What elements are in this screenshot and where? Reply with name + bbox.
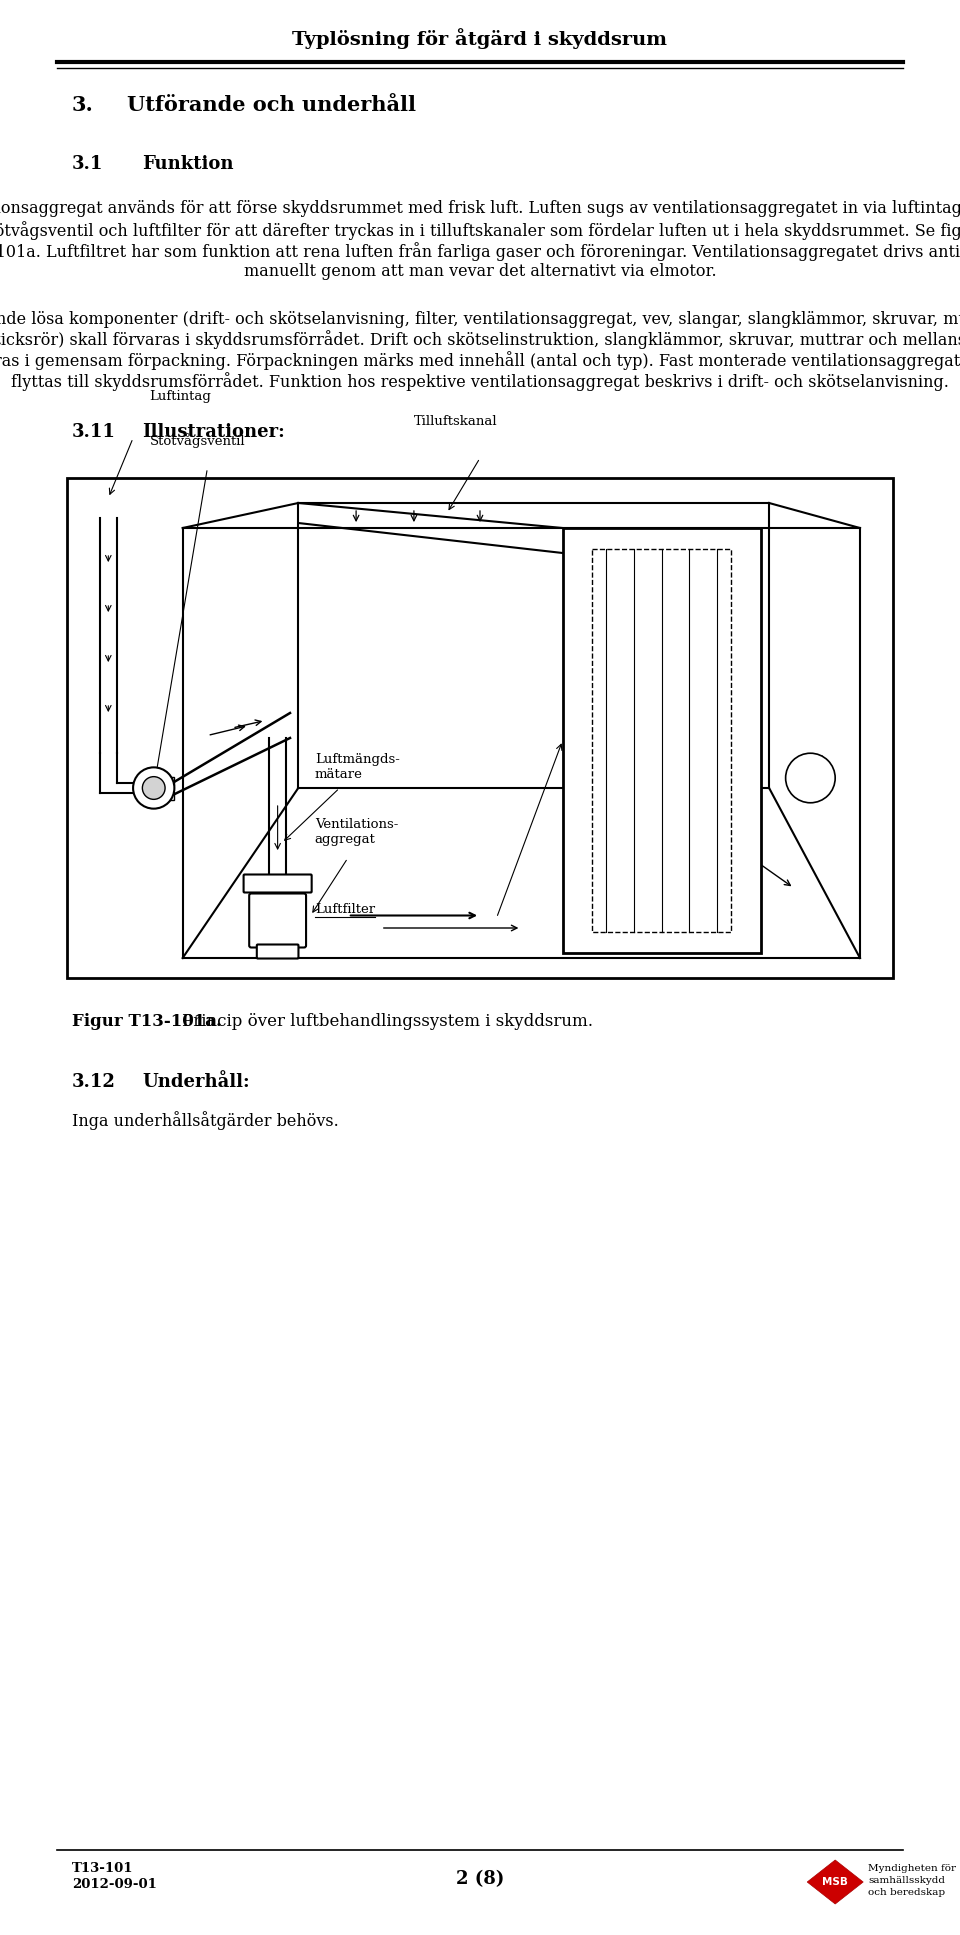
Text: Luftmängds-
mätare: Luftmängds- mätare	[315, 753, 399, 782]
Bar	[592, 550, 732, 933]
Text: Myndigheten för: Myndigheten för	[868, 1863, 956, 1873]
Text: Inga underhållsåtgärder behövs.: Inga underhållsåtgärder behövs.	[72, 1111, 339, 1130]
Text: Figur T13-101a.: Figur T13-101a.	[72, 1014, 222, 1029]
Text: Luftintag: Luftintag	[150, 391, 211, 402]
Text: flyttas till skyddsrumsförrådet. Funktion hos respektive ventilationsaggregat be: flyttas till skyddsrumsförrådet. Funktio…	[12, 372, 948, 391]
Text: samhällsskydd: samhällsskydd	[868, 1877, 946, 1885]
Bar	[166, 776, 175, 784]
Text: Ventilationsaggregat används för att förse skyddsrummet med frisk luft. Luften s: Ventilationsaggregat används för att för…	[0, 199, 960, 217]
Text: Illustrationer:: Illustrationer:	[142, 424, 285, 441]
Polygon shape	[807, 1860, 863, 1904]
Text: Funktion: Funktion	[142, 155, 233, 172]
Text: Stötvågsventil: Stötvågsventil	[150, 433, 245, 449]
Text: Typlösning för åtgärd i skyddsrum: Typlösning för åtgärd i skyddsrum	[293, 27, 667, 48]
Text: T13-101a. Luftfiltret har som funktion att rena luften från farliga gaser och fö: T13-101a. Luftfiltret har som funktion a…	[0, 242, 960, 261]
Text: Underhåll:: Underhåll:	[142, 1074, 250, 1091]
Text: Princip över luftbehandlingssystem i skyddsrum.: Princip över luftbehandlingssystem i sky…	[182, 1014, 593, 1029]
Circle shape	[133, 768, 175, 809]
Text: 3.1: 3.1	[72, 155, 104, 172]
Text: Tilluftskanal: Tilluftskanal	[414, 414, 497, 428]
Text: stötvågsventil och luftfilter för att därefter tryckas in i tilluftskanaler som : stötvågsventil och luftfilter för att dä…	[0, 221, 960, 240]
Text: Luftfilter: Luftfilter	[315, 904, 375, 915]
Text: Ingående lösa komponenter (drift- och skötselanvisning, filter, ventilationsaggr: Ingående lösa komponenter (drift- och sk…	[0, 310, 960, 327]
Text: Utförande och underhåll: Utförande och underhåll	[127, 95, 416, 114]
Text: 3.11: 3.11	[72, 424, 116, 441]
Text: 3.: 3.	[72, 95, 94, 114]
FancyBboxPatch shape	[250, 894, 306, 948]
Text: MSB: MSB	[823, 1877, 848, 1887]
Text: 3.12: 3.12	[72, 1074, 116, 1091]
Text: Ventilations-
aggregat: Ventilations- aggregat	[315, 819, 398, 846]
Circle shape	[785, 753, 835, 803]
Circle shape	[142, 776, 165, 799]
Text: manuellt genom att man vevar det alternativt via elmotor.: manuellt genom att man vevar det alterna…	[244, 263, 716, 281]
Bar	[563, 528, 761, 954]
Text: 2012-09-01: 2012-09-01	[72, 1879, 156, 1890]
Text: T13-101: T13-101	[72, 1861, 133, 1875]
FancyBboxPatch shape	[257, 944, 299, 958]
Text: och beredskap: och beredskap	[868, 1889, 946, 1896]
FancyBboxPatch shape	[244, 875, 312, 892]
Bar	[67, 478, 893, 977]
Text: mellansticksrör) skall förvaras i skyddsrumsförrådet. Drift och skötselinstrukti: mellansticksrör) skall förvaras i skydds…	[0, 331, 960, 348]
Bar	[166, 791, 175, 799]
Text: skall förvaras i gemensam förpackning. Förpackningen märks med innehåll (antal o: skall förvaras i gemensam förpackning. F…	[0, 350, 960, 370]
Text: 2 (8): 2 (8)	[456, 1869, 504, 1889]
